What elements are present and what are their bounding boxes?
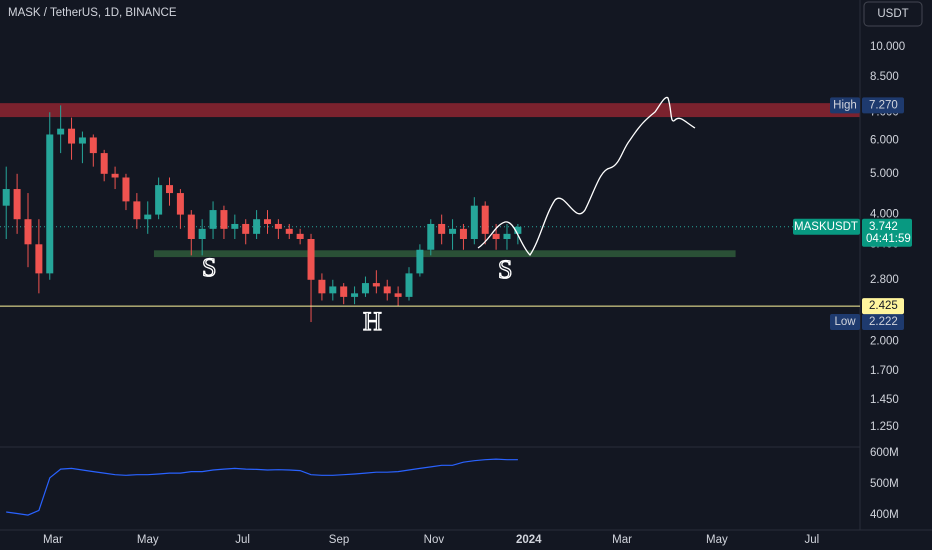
last-symbol: MASKUSDT [794, 221, 858, 233]
candle-body [209, 210, 217, 229]
candle-body [318, 279, 326, 294]
candle-body [78, 137, 86, 144]
candle-body [155, 185, 163, 215]
volume-line [6, 458, 518, 516]
zone [0, 103, 860, 118]
candle-body [285, 228, 293, 234]
candle-body [351, 293, 359, 297]
candle-body [481, 205, 489, 234]
candle-body [231, 223, 239, 229]
drawn-projection [477, 96, 696, 257]
marker-value: 2.222 [869, 316, 898, 328]
candle-body [68, 128, 76, 144]
candle-body [459, 228, 467, 240]
candle-body [405, 273, 413, 297]
candle-body [449, 228, 457, 234]
candle-body [198, 228, 206, 240]
marker-name-box [830, 97, 860, 114]
candle-body [340, 286, 348, 297]
x-tick-label: May [137, 534, 159, 546]
countdown: 04:41:59 [866, 233, 911, 245]
candle-body [492, 233, 500, 240]
candle-body [35, 244, 43, 274]
candles [2, 105, 522, 323]
annotation: S [498, 255, 512, 284]
candle-body [416, 249, 424, 274]
y-tick-label: 600M [870, 447, 899, 459]
price-line-label: 2.425 [869, 300, 898, 312]
candle-body [263, 219, 271, 224]
candle-body [46, 134, 54, 274]
candle-body [307, 239, 315, 280]
marker-value: 7.270 [869, 99, 898, 111]
x-tick-label: Mar [43, 534, 63, 546]
x-tick-label: May [706, 534, 728, 546]
candle-body [470, 205, 478, 240]
candle-body [2, 189, 10, 206]
annotation: H [363, 307, 382, 336]
candle-body [111, 173, 119, 178]
annotation: S [202, 253, 216, 282]
currency-label[interactable]: USDT [877, 8, 908, 20]
y-tick-label: 1.450 [870, 394, 899, 406]
candle-body [122, 177, 130, 202]
marker-name-box [830, 314, 860, 331]
candle-body [274, 223, 282, 229]
x-tick-label: Mar [612, 534, 632, 546]
y-tick-label: 4.000 [870, 209, 899, 221]
candle-body [89, 137, 97, 154]
candle-body [372, 283, 380, 287]
zones [0, 103, 860, 258]
y-tick-label: 2.800 [870, 274, 899, 286]
y-tick-label: 10.000 [870, 41, 905, 53]
candle-body [144, 214, 152, 220]
last-symbol-box [793, 218, 860, 235]
y-tick-label: 5.000 [870, 168, 899, 180]
candle-body [166, 185, 174, 194]
candle-body [503, 233, 511, 240]
chart-title: MASK / TetherUS, 1D, BINANCE [8, 7, 177, 19]
candle-body [383, 286, 391, 294]
candle-body [394, 293, 402, 297]
x-tick-label: Sep [329, 534, 349, 546]
zone [153, 250, 736, 258]
y-tick-label: 2.000 [870, 335, 899, 347]
currency-button[interactable] [863, 1, 923, 27]
candle-body [514, 226, 522, 234]
y-tick-label: 8.500 [870, 71, 899, 83]
y-tick-label: 1.250 [870, 421, 899, 433]
marker-value-box [862, 97, 904, 114]
candle-body [253, 219, 261, 234]
candle-body [187, 214, 195, 240]
marker-name: Low [834, 316, 856, 328]
candle-body [24, 219, 32, 245]
y-tick-label: 6.000 [870, 135, 899, 147]
candle-body [133, 201, 141, 220]
marker-name: High [833, 99, 857, 111]
x-tick-label: Jul [235, 534, 250, 546]
last-value: 3.742 [869, 221, 898, 233]
marker-value-box [862, 314, 904, 331]
y-tick-label: 400M [870, 509, 899, 521]
candle-body [100, 153, 108, 174]
x-tick-label: Jul [804, 534, 819, 546]
candle-body [329, 286, 337, 294]
price-line-box [862, 298, 904, 315]
candle-body [13, 189, 21, 220]
candle-body [220, 210, 228, 229]
candle-body [296, 233, 304, 240]
candle-body [57, 128, 65, 135]
candle-body [176, 193, 184, 215]
last-value-box [862, 218, 912, 247]
y-tick-label: 1.700 [870, 365, 899, 377]
y-tick-label: 500M [870, 478, 899, 490]
candle-body [427, 223, 435, 250]
candle-body [361, 283, 369, 294]
x-tick-label: 2024 [516, 534, 542, 546]
candle-body [242, 223, 250, 234]
candle-body [438, 223, 446, 234]
x-tick-label: Nov [424, 534, 445, 546]
